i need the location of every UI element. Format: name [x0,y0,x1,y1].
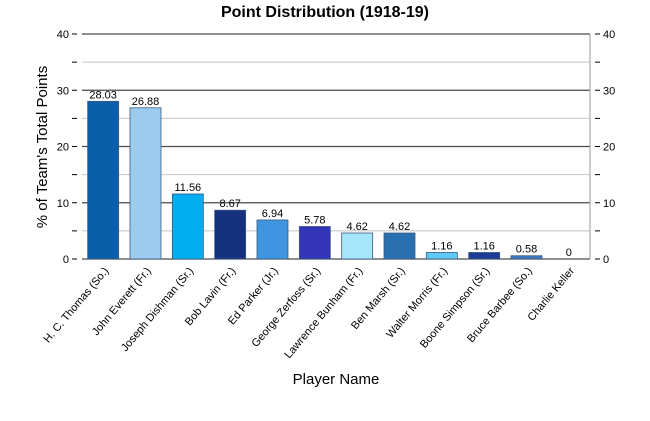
bar-value-label: 8.67 [219,198,240,210]
y-tick-label-left: 0 [63,254,69,266]
y-tick-label-left: 20 [57,142,69,154]
bar [510,255,543,260]
bar-value-label: 28.03 [89,89,117,101]
y-tick-label-left: 30 [57,85,69,97]
y-tick-label-right: 10 [603,198,615,210]
bar-value-label: 4.62 [389,221,410,233]
bar [171,193,204,260]
gridlines [72,33,600,260]
bar [129,107,162,260]
y-tick-label-right: 40 [603,29,615,41]
bar [214,209,247,260]
bar [87,100,120,260]
y-tick-label-right: 20 [603,142,615,154]
bar [298,226,331,260]
bar-value-label: 0.58 [516,244,537,256]
value-labels: 28.03 26.88 11.56 8.67 6.94 5.78 4.62 4.62 1.16 1… [89,89,571,259]
bar [341,232,374,260]
y-axis-label: % of Team's Total Points [34,66,51,228]
y-tick-label-left: 10 [57,198,69,210]
x-axis-label: Player Name [293,371,380,388]
chart-title: Point Distribution (1918-19) [221,4,429,21]
x-category-label: Lawrence Bunham (Fr.) [282,265,365,361]
bar-value-label: 1.16 [431,240,452,252]
bar-value-label: 0 [566,247,572,259]
bar-value-label: 11.56 [174,182,201,194]
y-tick-label-right: 30 [603,85,615,97]
bars [87,100,543,260]
bar-value-label: 4.62 [346,221,367,233]
bar-value-label: 26.88 [132,96,160,108]
bar-value-label: 5.78 [304,214,325,226]
bar [383,232,416,260]
bar [256,219,289,260]
y-tick-label-right: 0 [603,254,609,266]
x-category-label: Joseph Dishman (Sr.) [119,265,196,354]
bar [425,252,458,260]
y-tick-label-left: 40 [57,29,69,41]
bar-value-label: 6.94 [262,208,283,220]
y-tick-labels: 0 0 10 10 20 20 30 30 40 40 [57,29,616,266]
bar [468,252,501,260]
category-labels: H. C. Thomas (So.)John Everett (Fr.)Jose… [41,265,577,361]
bar-value-label: 1.16 [473,240,494,252]
